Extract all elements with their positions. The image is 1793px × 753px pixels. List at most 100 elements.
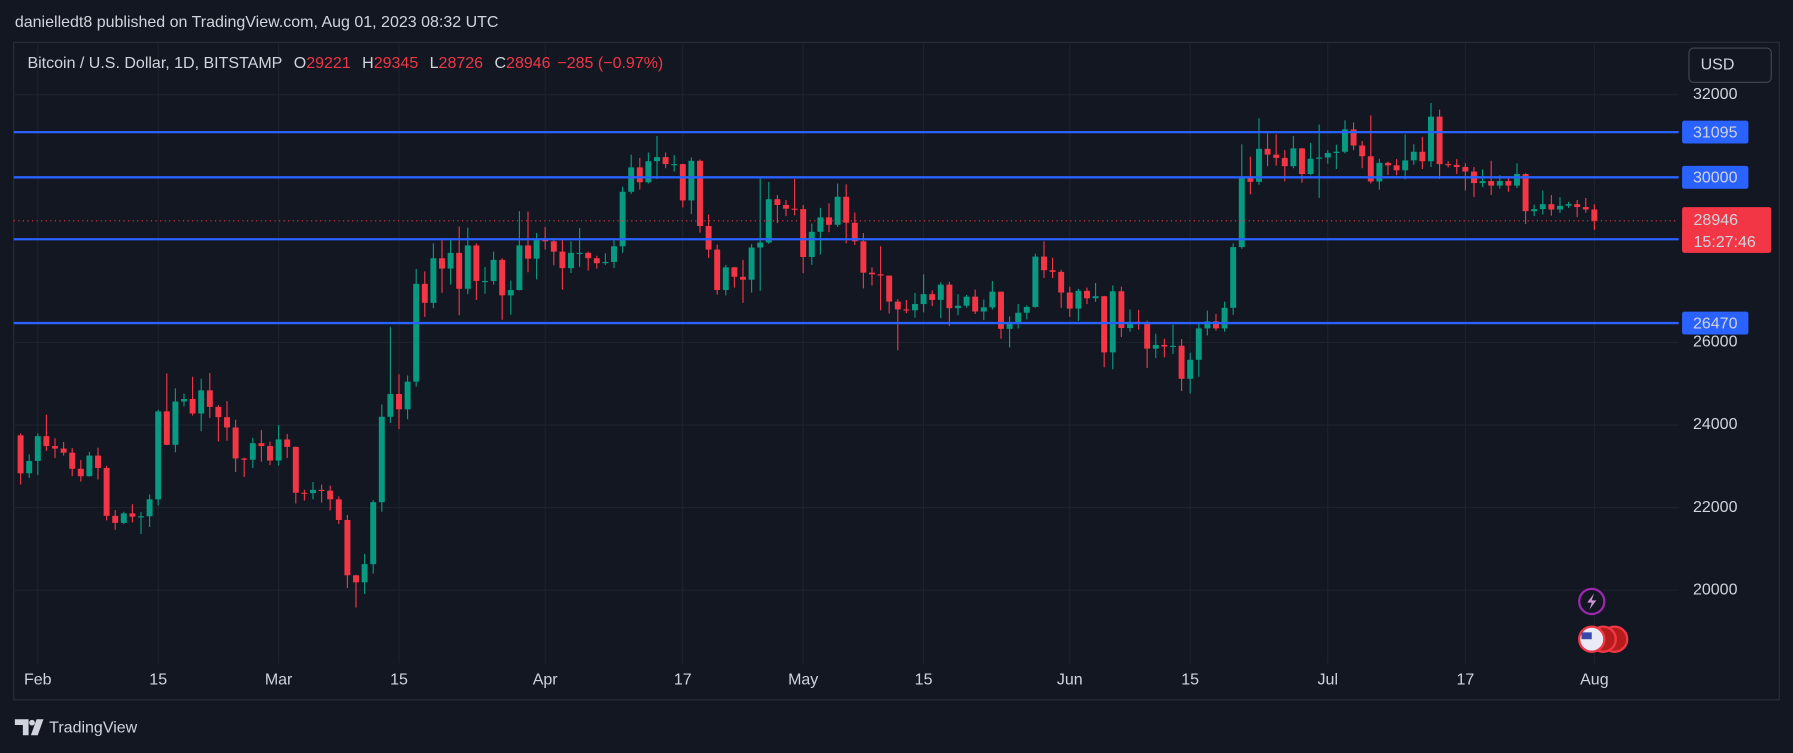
candle-body [1548, 204, 1555, 210]
candle-body [95, 455, 101, 468]
candle-body [989, 291, 996, 308]
candle-body [344, 519, 351, 576]
candle-body [783, 204, 789, 209]
candle-body [1066, 292, 1073, 309]
candle-body [310, 489, 316, 494]
candle-body [869, 272, 875, 275]
candle-body [619, 191, 626, 247]
ohlc-label: L [430, 55, 439, 72]
candle-body [387, 394, 394, 417]
candle-body [1479, 181, 1486, 184]
candle-body [1247, 176, 1254, 182]
candle-body [585, 252, 592, 259]
candle-body [163, 411, 170, 445]
candle-body [774, 199, 781, 205]
candle-body [697, 160, 703, 227]
candle-body [430, 258, 437, 303]
candle-body [1256, 148, 1262, 182]
candle-body [181, 399, 187, 402]
candle-body [1376, 162, 1383, 182]
x-tick-label: May [788, 672, 818, 689]
x-tick-label: 17 [1456, 672, 1474, 689]
candle-body [972, 296, 979, 312]
candle-body [396, 394, 402, 410]
candle-body [482, 280, 488, 283]
candle-body [301, 492, 308, 494]
candle-body [542, 240, 549, 242]
candle-body [155, 411, 162, 500]
candle-body [1230, 247, 1237, 308]
candle-body [1531, 209, 1538, 212]
level-label: 30000 [1693, 170, 1738, 187]
candle-body [43, 436, 50, 447]
candle-body [1565, 204, 1572, 206]
candle-body [1410, 151, 1417, 161]
candle-body [1428, 116, 1434, 162]
candle-body [1299, 148, 1305, 175]
currency-button[interactable] [1688, 47, 1772, 83]
candle-body [1539, 204, 1546, 210]
candle-body [34, 436, 41, 461]
candle-body [1041, 256, 1047, 271]
candle-body [1393, 165, 1400, 171]
candle-body [421, 283, 428, 303]
candle-body [473, 245, 480, 281]
candle-body [1170, 345, 1176, 347]
candle-body [1023, 306, 1030, 313]
legend-title: Bitcoin / U.S. Dollar, 1D, BITSTAMP [27, 55, 282, 72]
x-tick-label: 15 [1181, 672, 1199, 689]
candle-body [1109, 291, 1116, 353]
candle-body [671, 164, 678, 166]
x-tick-label: 17 [674, 672, 692, 689]
candle-body [206, 390, 213, 407]
candle-body [378, 416, 385, 503]
candle-body [705, 226, 712, 250]
candle-body [1385, 162, 1391, 166]
currency[interactable]: USD [1701, 56, 1735, 73]
candle-body [507, 290, 514, 296]
last-price-box [1682, 207, 1772, 253]
candle-body [929, 294, 936, 300]
candle-body [533, 240, 540, 259]
candle-body [834, 196, 841, 225]
candle-body [903, 309, 910, 311]
logo-icon [14, 719, 44, 736]
candle-body [1049, 270, 1056, 272]
candle-body [1144, 322, 1151, 349]
candle-body [464, 245, 471, 289]
candle-body [525, 245, 531, 259]
level-label-box [1682, 120, 1749, 144]
candle-body [370, 502, 377, 565]
candle-body [1462, 166, 1469, 172]
candle-body [886, 275, 893, 302]
y-tick-label: 26000 [1693, 334, 1738, 351]
candle-body [1281, 157, 1288, 167]
ohlc-label: C [494, 55, 506, 72]
level-label-box [1682, 311, 1749, 335]
candle-body [292, 446, 299, 493]
candle-body [860, 241, 867, 273]
logo [14, 719, 44, 736]
candle-body [232, 427, 239, 459]
legend-change: −285 (−0.97%) [557, 55, 663, 72]
candle-body [645, 161, 652, 183]
candle-body [559, 251, 566, 269]
candle-body [499, 259, 506, 296]
candle-body [267, 446, 273, 461]
candle-body [1359, 145, 1366, 157]
candle-body [1058, 271, 1065, 293]
candle-body [172, 401, 179, 445]
ohlc-label: O [294, 55, 306, 72]
candle-body [112, 515, 119, 523]
candle-body [1006, 323, 1013, 329]
candle-body [843, 196, 850, 223]
candle-body [1273, 154, 1280, 158]
candle-body [1264, 148, 1271, 155]
candle-body [611, 246, 617, 262]
candle-body [722, 267, 729, 291]
candle-body [946, 284, 953, 309]
candle-body [955, 305, 961, 309]
candle-body [748, 247, 755, 280]
lightning [1587, 593, 1597, 610]
